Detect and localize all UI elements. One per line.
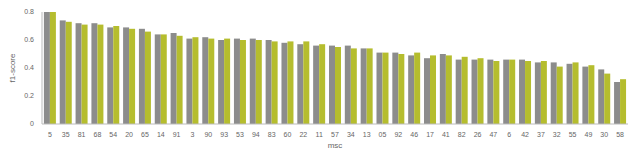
svg-text:49: 49 bbox=[585, 131, 593, 138]
svg-text:57: 57 bbox=[331, 131, 339, 138]
svg-text:0.6: 0.6 bbox=[24, 36, 34, 43]
svg-text:91: 91 bbox=[173, 131, 181, 138]
svg-text:53: 53 bbox=[236, 131, 244, 138]
svg-text:68: 68 bbox=[94, 131, 102, 138]
svg-text:0: 0 bbox=[30, 120, 34, 127]
svg-text:22: 22 bbox=[299, 131, 307, 138]
svg-text:3: 3 bbox=[191, 131, 195, 138]
svg-text:92: 92 bbox=[394, 131, 402, 138]
svg-text:14: 14 bbox=[157, 131, 165, 138]
svg-text:13: 13 bbox=[363, 131, 371, 138]
svg-text:58: 58 bbox=[616, 131, 624, 138]
svg-text:54: 54 bbox=[109, 131, 117, 138]
svg-text:47: 47 bbox=[489, 131, 497, 138]
svg-text:65: 65 bbox=[141, 131, 149, 138]
svg-text:83: 83 bbox=[268, 131, 276, 138]
svg-text:6: 6 bbox=[507, 131, 511, 138]
svg-text:82: 82 bbox=[458, 131, 466, 138]
svg-text:90: 90 bbox=[204, 131, 212, 138]
svg-text:0.8: 0.8 bbox=[24, 8, 34, 15]
svg-text:41: 41 bbox=[442, 131, 450, 138]
svg-text:17: 17 bbox=[426, 131, 434, 138]
svg-text:05: 05 bbox=[379, 131, 387, 138]
svg-text:42: 42 bbox=[521, 131, 529, 138]
svg-text:32: 32 bbox=[553, 131, 561, 138]
svg-text:37: 37 bbox=[537, 131, 545, 138]
svg-text:81: 81 bbox=[78, 131, 86, 138]
svg-text:0.4: 0.4 bbox=[24, 64, 34, 71]
svg-text:5: 5 bbox=[48, 131, 52, 138]
svg-text:11: 11 bbox=[316, 131, 323, 138]
svg-text:msc: msc bbox=[328, 141, 343, 148]
svg-text:f1-score: f1-score bbox=[8, 53, 17, 82]
svg-text:60: 60 bbox=[284, 131, 292, 138]
svg-text:94: 94 bbox=[252, 131, 260, 138]
svg-text:20: 20 bbox=[125, 131, 133, 138]
svg-text:35: 35 bbox=[62, 131, 70, 138]
svg-text:30: 30 bbox=[600, 131, 608, 138]
svg-text:46: 46 bbox=[410, 131, 418, 138]
svg-text:26: 26 bbox=[474, 131, 482, 138]
svg-text:55: 55 bbox=[569, 131, 577, 138]
svg-text:34: 34 bbox=[347, 131, 355, 138]
svg-text:0.2: 0.2 bbox=[24, 92, 34, 99]
svg-text:93: 93 bbox=[220, 131, 228, 138]
